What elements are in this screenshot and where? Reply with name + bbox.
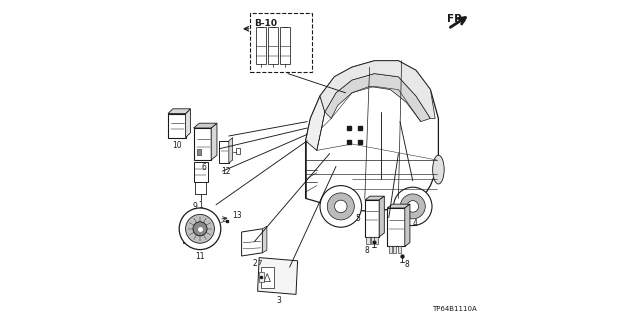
Polygon shape (405, 204, 410, 246)
Bar (365, 200, 380, 237)
Bar (256, 27, 266, 64)
Ellipse shape (433, 155, 444, 184)
Text: 1: 1 (198, 201, 203, 210)
Circle shape (320, 186, 362, 227)
Bar (261, 267, 274, 288)
Bar (259, 272, 264, 282)
Polygon shape (242, 229, 262, 256)
Text: 9: 9 (193, 202, 198, 211)
Text: 12: 12 (221, 167, 230, 176)
Polygon shape (186, 109, 191, 138)
Text: 4: 4 (413, 219, 418, 228)
Text: FR.: FR. (447, 14, 467, 24)
Bar (268, 27, 278, 64)
Polygon shape (229, 138, 233, 163)
Bar (393, 246, 396, 253)
Bar (388, 246, 392, 253)
Bar (219, 141, 229, 163)
Bar (374, 237, 378, 244)
Bar (387, 208, 405, 246)
Circle shape (407, 201, 419, 212)
Polygon shape (365, 196, 385, 200)
Bar (193, 162, 208, 182)
Circle shape (193, 222, 207, 236)
Text: 8: 8 (364, 246, 369, 255)
Polygon shape (168, 109, 191, 114)
Bar (193, 128, 211, 160)
Bar (184, 216, 207, 243)
Bar (366, 237, 370, 244)
Polygon shape (325, 74, 430, 122)
Circle shape (179, 208, 221, 250)
Text: TP64B1110A: TP64B1110A (432, 306, 477, 312)
Bar (237, 148, 240, 154)
Bar (398, 246, 401, 253)
Polygon shape (380, 196, 385, 237)
Polygon shape (306, 61, 438, 211)
Bar (250, 13, 312, 72)
Text: 10: 10 (172, 141, 182, 150)
Text: 6: 6 (202, 164, 207, 172)
Polygon shape (320, 61, 435, 118)
Bar (197, 149, 201, 155)
Text: 8: 8 (405, 260, 410, 269)
Polygon shape (262, 226, 267, 253)
Polygon shape (306, 96, 325, 150)
Text: 5: 5 (355, 214, 360, 223)
Bar (371, 237, 374, 244)
Bar (280, 27, 290, 64)
Polygon shape (211, 123, 217, 160)
Circle shape (401, 194, 426, 219)
Text: 7: 7 (258, 260, 262, 266)
Circle shape (186, 214, 214, 243)
Circle shape (394, 187, 432, 226)
Circle shape (327, 193, 355, 220)
Bar (168, 114, 186, 138)
Text: 11: 11 (195, 252, 205, 261)
Text: 13: 13 (232, 211, 242, 220)
Text: 2: 2 (253, 260, 257, 268)
Polygon shape (387, 204, 410, 208)
Text: 3: 3 (276, 296, 281, 305)
Text: B-10: B-10 (254, 19, 277, 28)
Polygon shape (258, 258, 298, 294)
Circle shape (335, 200, 347, 212)
Polygon shape (193, 123, 217, 128)
